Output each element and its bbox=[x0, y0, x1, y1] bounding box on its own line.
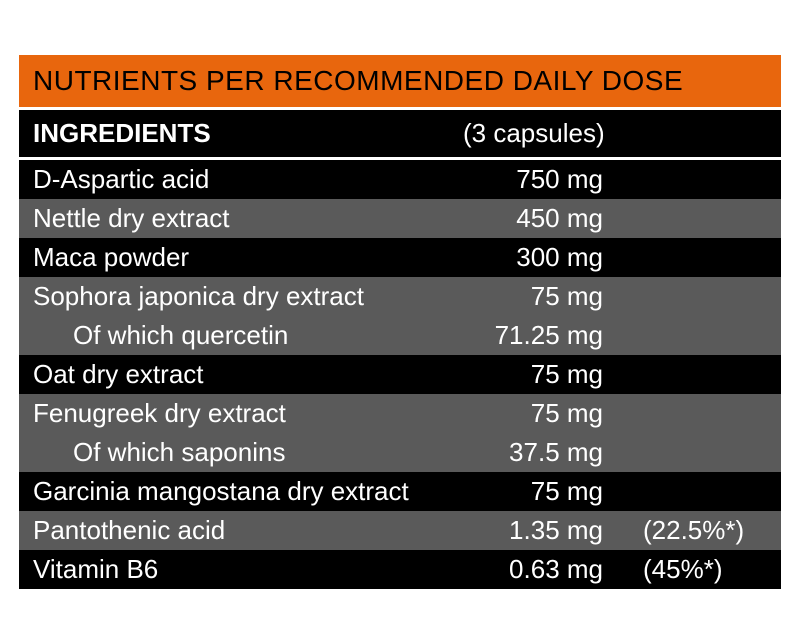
table-row: Vitamin B60.63 mg(45%*) bbox=[19, 550, 781, 589]
table-row: Of which quercetin71.25 mg bbox=[19, 316, 781, 355]
ingredient-amount: 71.25 mg bbox=[463, 320, 643, 351]
table-row: Garcinia mangostana dry extract75 mg bbox=[19, 472, 781, 511]
ingredient-amount: 75 mg bbox=[463, 398, 643, 429]
ingredient-name: Nettle dry extract bbox=[33, 203, 463, 234]
nutrition-table: NUTRIENTS PER RECOMMENDED DAILY DOSE ING… bbox=[15, 51, 785, 593]
ingredient-percent: (22.5%*) bbox=[643, 515, 767, 546]
ingredient-amount: 37.5 mg bbox=[463, 437, 643, 468]
table-row: Sophora japonica dry extract75 mg bbox=[19, 277, 781, 316]
ingredient-name: Of which quercetin bbox=[33, 320, 463, 351]
ingredient-name: Sophora japonica dry extract bbox=[33, 281, 463, 312]
ingredient-amount: 1.35 mg bbox=[463, 515, 643, 546]
ingredient-amount: 750 mg bbox=[463, 164, 643, 195]
ingredient-amount: 75 mg bbox=[463, 281, 643, 312]
ingredient-name: Oat dry extract bbox=[33, 359, 463, 390]
ingredient-amount: 75 mg bbox=[463, 359, 643, 390]
table-row: Oat dry extract75 mg bbox=[19, 355, 781, 394]
col-header-dose: (3 capsules) bbox=[463, 118, 643, 149]
ingredient-amount: 75 mg bbox=[463, 476, 643, 507]
ingredient-name: Vitamin B6 bbox=[33, 554, 463, 585]
ingredient-amount: 300 mg bbox=[463, 242, 643, 273]
table-title: NUTRIENTS PER RECOMMENDED DAILY DOSE bbox=[19, 55, 781, 107]
ingredient-name: Maca powder bbox=[33, 242, 463, 273]
table-column-headers: INGREDIENTS (3 capsules) bbox=[19, 107, 781, 157]
ingredient-amount: 0.63 mg bbox=[463, 554, 643, 585]
ingredient-amount: 450 mg bbox=[463, 203, 643, 234]
table-row: D-Aspartic acid750 mg bbox=[19, 160, 781, 199]
table-body: D-Aspartic acid750 mgNettle dry extract4… bbox=[19, 157, 781, 589]
ingredient-name: Garcinia mangostana dry extract bbox=[33, 476, 463, 507]
col-header-ingredients: INGREDIENTS bbox=[33, 118, 463, 149]
ingredient-name: Fenugreek dry extract bbox=[33, 398, 463, 429]
ingredient-name: Of which saponins bbox=[33, 437, 463, 468]
table-row: Of which saponins37.5 mg bbox=[19, 433, 781, 472]
table-row: Nettle dry extract450 mg bbox=[19, 199, 781, 238]
ingredient-percent: (45%*) bbox=[643, 554, 767, 585]
table-row: Maca powder300 mg bbox=[19, 238, 781, 277]
ingredient-name: Pantothenic acid bbox=[33, 515, 463, 546]
table-row: Fenugreek dry extract75 mg bbox=[19, 394, 781, 433]
ingredient-name: D-Aspartic acid bbox=[33, 164, 463, 195]
table-row: Pantothenic acid1.35 mg(22.5%*) bbox=[19, 511, 781, 550]
